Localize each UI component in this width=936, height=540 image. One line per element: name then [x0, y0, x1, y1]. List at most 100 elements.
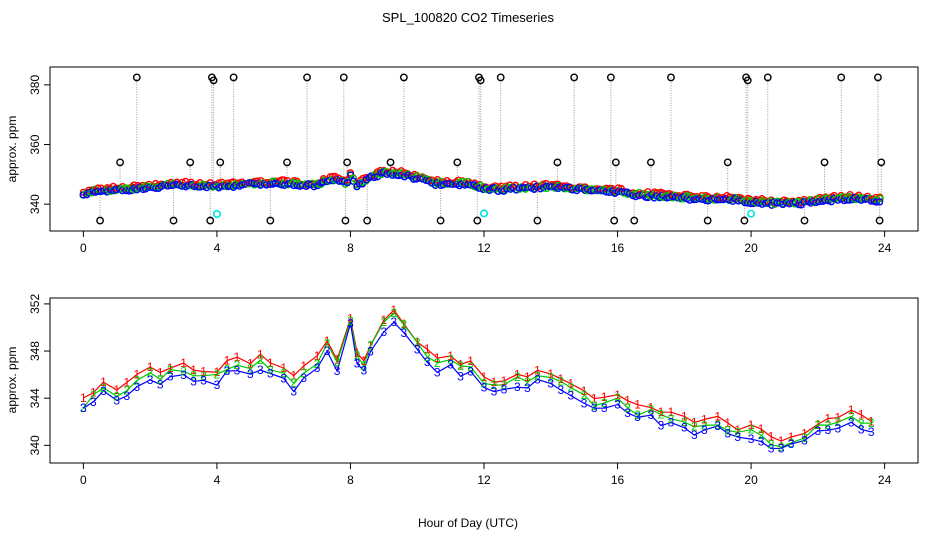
- series-2-label: 2: [100, 381, 107, 395]
- series-1-label: 1: [501, 374, 508, 388]
- series-1-label: 1: [481, 370, 488, 384]
- series-2-point: [876, 194, 884, 203]
- outlier-point: [606, 73, 615, 82]
- top-x-tick-label: 24: [878, 241, 892, 255]
- series-3-label: 3: [591, 401, 598, 415]
- outlier-point: [630, 216, 639, 225]
- series-2-label: 2: [481, 376, 488, 390]
- series-2-label: 2: [133, 374, 140, 388]
- top-y-tick-label: 340: [28, 194, 42, 214]
- outlier-point: [743, 76, 752, 85]
- series-3-label: 3: [334, 364, 341, 378]
- series-2-label: 2: [190, 369, 197, 383]
- outlier-point: [703, 216, 712, 225]
- series-3-point: [445, 180, 454, 188]
- outlier-point: [647, 158, 655, 167]
- series-2-label: 2: [801, 431, 808, 445]
- series-2-label: 2: [214, 367, 221, 381]
- series-3-label: 3: [601, 401, 608, 415]
- outlier-point: [303, 73, 311, 82]
- series-1-label: 1: [167, 361, 174, 375]
- series-3-point: [568, 186, 577, 194]
- outlier-point: [339, 73, 348, 82]
- series-3-label: 3: [300, 371, 307, 385]
- top-x-tick-label: 20: [744, 241, 758, 255]
- series-2-label: 2: [401, 318, 408, 332]
- series-3-label: 3: [280, 371, 287, 385]
- series-2-label: 2: [778, 440, 785, 454]
- series-3-label: 3: [858, 422, 865, 436]
- bottom-series-lines: [82, 309, 872, 450]
- outlier-point: [436, 216, 445, 225]
- series-2-label: 2: [414, 335, 421, 349]
- series-1-label: 1: [80, 391, 87, 405]
- series-2-label: 2: [567, 381, 574, 395]
- series-1-label: 1: [778, 434, 785, 448]
- outlier-point: [216, 158, 225, 167]
- series-1-label: 1: [90, 386, 97, 400]
- series-3-label: 3: [524, 381, 531, 395]
- series-3-label: 3: [624, 406, 631, 420]
- series-2-label: 2: [200, 369, 207, 383]
- series-1-label: 1: [457, 357, 464, 371]
- series-2-label: 2: [668, 412, 675, 426]
- series-3-label: 3: [567, 389, 574, 403]
- series-1-label: 1: [648, 401, 655, 415]
- series-3-label: 3: [778, 441, 785, 455]
- series-1-label: 1: [835, 411, 842, 425]
- series-1-label: 1: [534, 363, 541, 377]
- series-3-label: 3: [214, 378, 221, 392]
- series-1-label: 1: [401, 317, 408, 331]
- series-2-label: 2: [734, 425, 741, 439]
- outlier-point: [206, 216, 215, 225]
- series-2-label: 2: [123, 384, 130, 398]
- outlier-point: [723, 158, 732, 167]
- series-2-label: 2: [391, 306, 398, 320]
- series-1-label: 1: [133, 367, 140, 381]
- series-1-label: 1: [190, 363, 197, 377]
- series-1-label: 1: [381, 313, 388, 327]
- series-3-label: 3: [381, 325, 388, 339]
- series-1-label: 1: [801, 426, 808, 440]
- series-2-label: 2: [224, 363, 231, 377]
- top-y-tick-label: 380: [28, 75, 42, 95]
- calibration-point: [479, 209, 488, 218]
- series-3-label: 3: [557, 383, 564, 397]
- series-2-label: 2: [858, 416, 865, 430]
- series-2-label: 2: [347, 314, 354, 328]
- series-2-label: 2: [724, 424, 731, 438]
- bottom-y-tick-label: 348: [28, 341, 42, 361]
- series-3-label: 3: [825, 423, 832, 437]
- series-3-label: 3: [224, 364, 231, 378]
- series-3-label: 3: [147, 373, 154, 387]
- outlier-point: [874, 73, 882, 82]
- outlier-point: [496, 73, 505, 82]
- series-3-label: 3: [314, 361, 321, 375]
- series-1-label: 1: [758, 422, 765, 436]
- series-2-label: 2: [447, 353, 454, 367]
- top-x-tick-label: 8: [347, 241, 354, 255]
- calibration-point: [747, 209, 756, 218]
- series-3-label: 3: [414, 342, 421, 356]
- series-2-label: 2: [424, 350, 431, 364]
- outlier-point: [386, 158, 395, 167]
- series-3-label: 3: [758, 435, 765, 449]
- series-3-label: 3: [190, 374, 197, 388]
- bottom-y-tick-label: 352: [28, 294, 42, 314]
- series-1-label: 1: [180, 356, 187, 370]
- series-1-label: 1: [434, 351, 441, 365]
- series-3-label: 3: [247, 367, 254, 381]
- series-1-label: 1: [734, 423, 741, 437]
- series-2-label: 2: [534, 369, 541, 383]
- series-3-label: 3: [734, 430, 741, 444]
- outlier-point: [363, 216, 372, 225]
- series-1-label: 1: [701, 412, 708, 426]
- series-3-label: 3: [113, 393, 120, 407]
- series-1-label: 1: [601, 390, 608, 404]
- series-1-label: 1: [768, 430, 775, 444]
- series-1-label: 1: [267, 356, 274, 370]
- series-3-label: 3: [267, 366, 274, 380]
- series-1-label: 1: [100, 375, 107, 389]
